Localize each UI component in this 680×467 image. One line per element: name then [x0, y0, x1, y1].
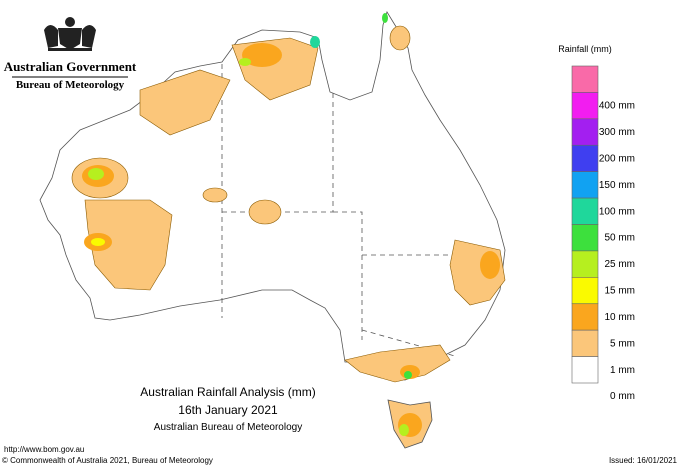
legend-title: Rainfall (mm): [558, 44, 612, 54]
legend-swatch: [571, 224, 599, 252]
legend-label: 5 mm: [610, 338, 635, 349]
legend-label: 50 mm: [604, 233, 635, 244]
legend-swatch: [571, 92, 599, 120]
caption-source: Australian Bureau of Meteorology: [154, 422, 302, 433]
bureau-name: Bureau of Meteorology: [16, 79, 125, 91]
legend-swatch: [571, 144, 599, 172]
legend-label: 400 mm: [599, 101, 635, 112]
legend-label: 10 mm: [604, 312, 635, 323]
caption-date: 16th January 2021: [178, 403, 278, 417]
legend-swatch: [571, 303, 599, 331]
legend-swatch: [571, 171, 599, 199]
footer-copyright: © Commonwealth of Australia 2021, Bureau…: [2, 456, 213, 465]
legend-label: 300 mm: [599, 127, 635, 138]
legend-label: 15 mm: [604, 286, 635, 297]
legend-label: 200 mm: [599, 153, 635, 164]
footer-url: http://www.bom.gov.au: [4, 445, 84, 454]
legend-label: 100 mm: [599, 206, 635, 217]
legend-label: 150 mm: [599, 180, 635, 191]
legend-swatch: [571, 356, 599, 384]
map: [39, 11, 506, 449]
legend-swatch: [571, 65, 599, 93]
rainfall-areas-heavy: [88, 13, 412, 436]
legend: 400 mm 300 mm 200 mm 150 mm 100 mm 50 mm 25 mm…: [571, 65, 635, 402]
caption-title: Australian Rainfall Analysis (mm): [140, 385, 315, 399]
legend-label: 25 mm: [604, 259, 635, 270]
legend-swatch: [571, 118, 599, 146]
legend-swatch: [571, 329, 599, 357]
legend-swatch: [571, 197, 599, 225]
legend-label: 0 mm: [610, 391, 635, 402]
government-name: Australian Government: [4, 59, 137, 74]
legend-swatch: [571, 277, 599, 305]
legend-label: 1 mm: [610, 365, 635, 376]
legend-swatch: [571, 250, 599, 278]
footer-issued: Issued: 16/01/2021: [609, 456, 678, 465]
crest: [44, 17, 96, 51]
